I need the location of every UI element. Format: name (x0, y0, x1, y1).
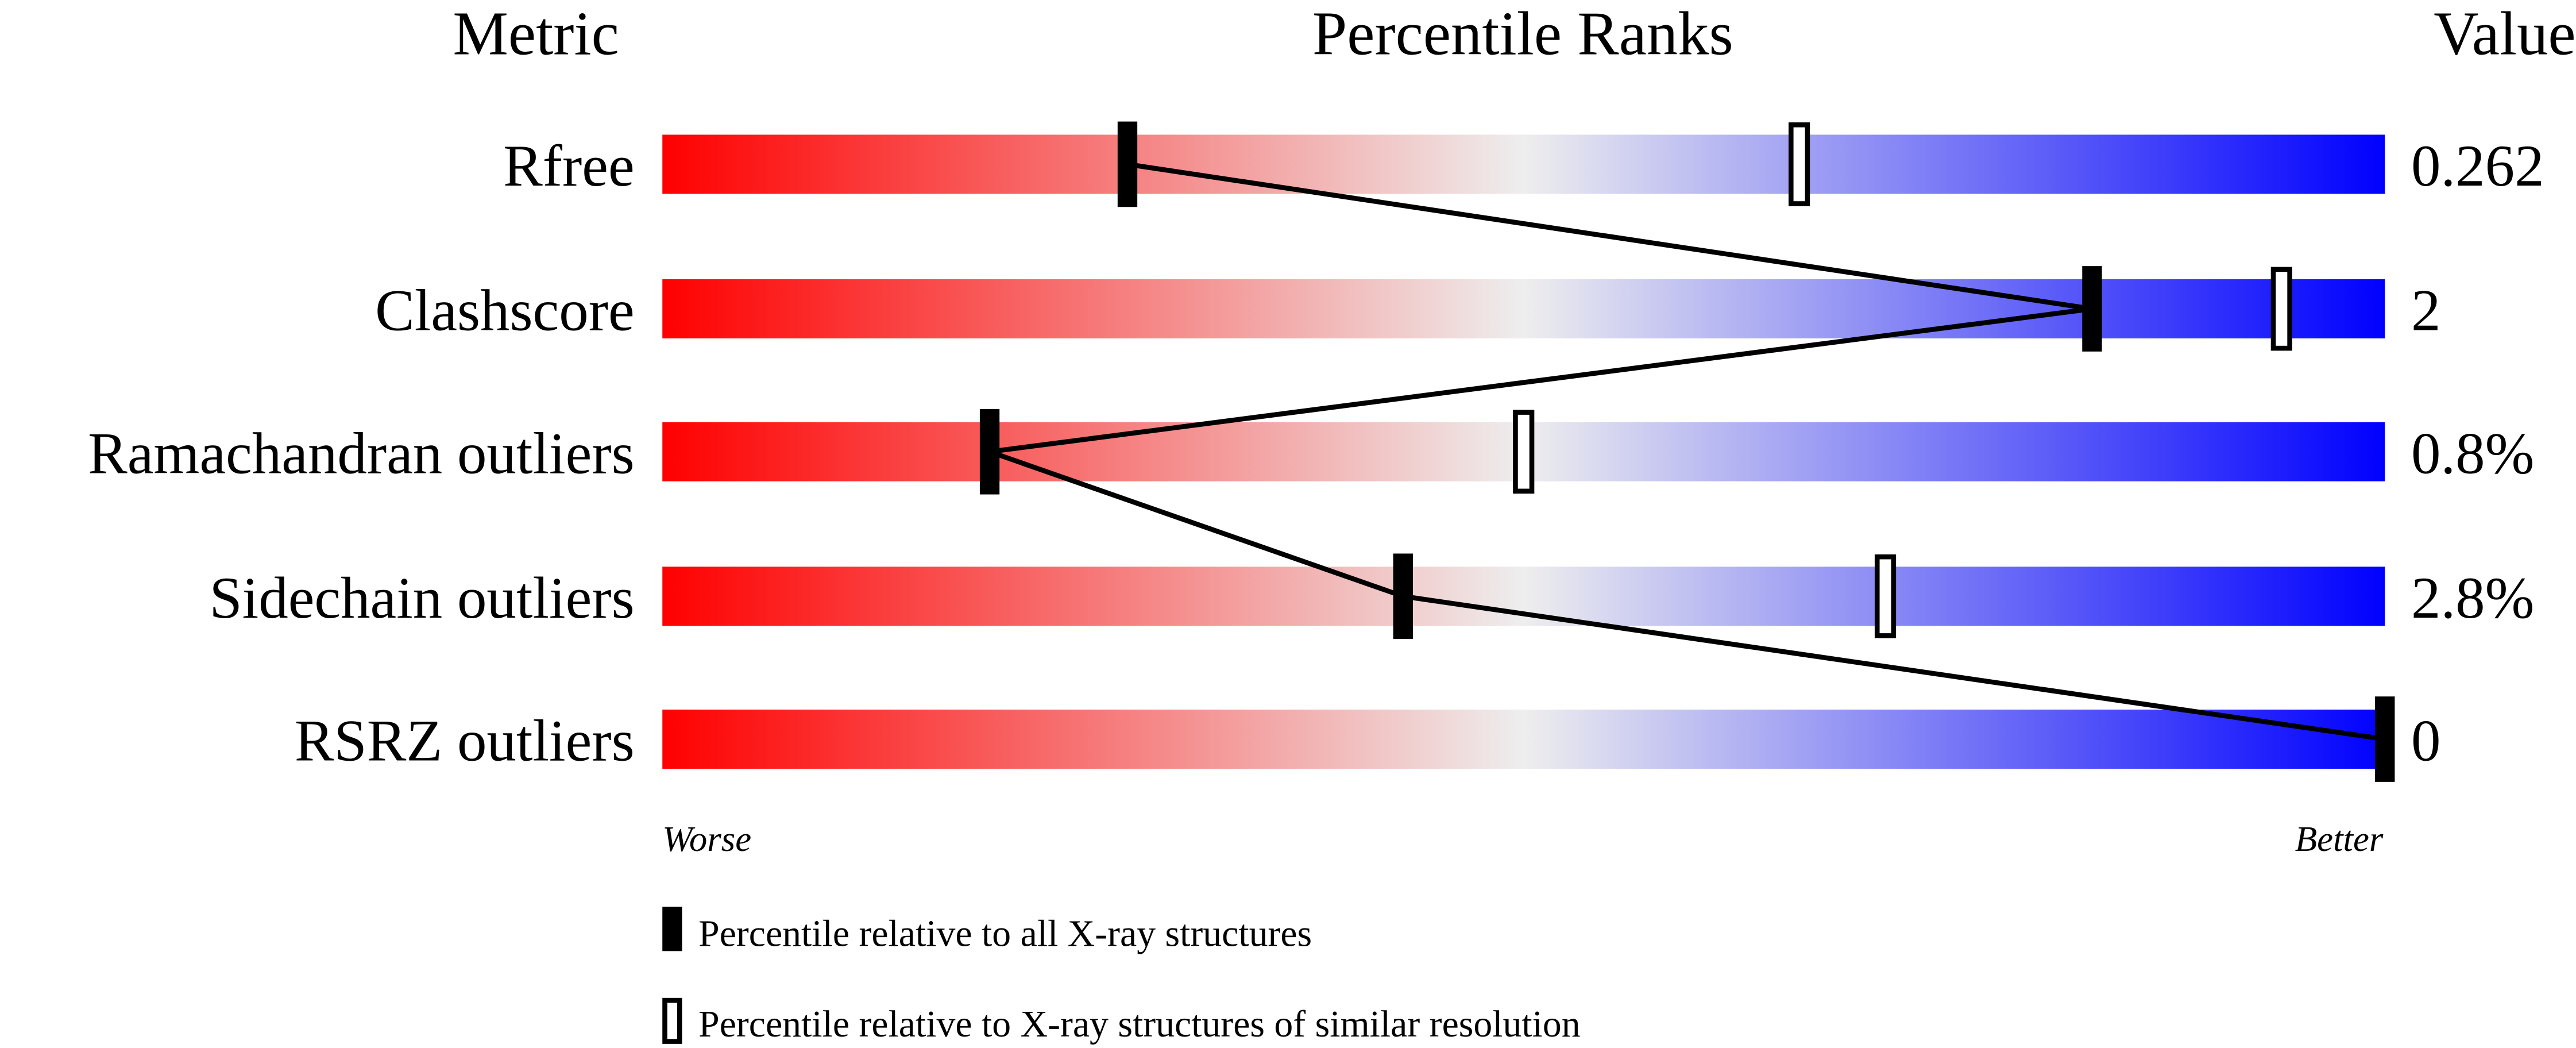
marker-all-structures (2082, 266, 2102, 352)
metric-label: RSRZ outliers (295, 708, 635, 774)
header-value: Value (2434, 0, 2575, 68)
marker-all-structures (2375, 696, 2395, 782)
percentile-bar (662, 134, 2385, 194)
marker-all-structures (979, 409, 1000, 495)
marker-similar-resolution (2270, 267, 2292, 351)
marker-similar-resolution (1874, 554, 1897, 638)
percentile-bar (662, 279, 2385, 338)
metric-value: 2 (2411, 278, 2440, 344)
axis-label-better: Better (2295, 819, 2384, 859)
metric-value: 0.8% (2411, 421, 2534, 486)
legend-label-all: Percentile relative to all X-ray structu… (698, 913, 1312, 955)
header-metric: Metric (453, 0, 619, 68)
marker-similar-resolution (1513, 410, 1535, 494)
marker-similar-resolution (1789, 122, 1810, 206)
marker-all-structures (1393, 553, 1413, 639)
percentile-bar (662, 710, 2385, 769)
percentile-bar (662, 567, 2385, 626)
metric-value: 0.262 (2411, 133, 2544, 199)
metric-value: 2.8% (2411, 565, 2534, 631)
metric-label: Sidechain outliers (209, 565, 634, 631)
marker-all-structures (1117, 121, 1138, 207)
header-percentile-ranks: Percentile Ranks (1312, 0, 1733, 68)
legend-hollow-marker (662, 997, 682, 1044)
metric-value: 0 (2411, 708, 2440, 774)
metric-label: Ramachandran outliers (88, 421, 635, 486)
legend-filled-marker (662, 907, 682, 951)
metric-label: Rfree (503, 133, 635, 199)
metric-label: Clashscore (375, 278, 635, 344)
axis-label-worse: Worse (662, 819, 751, 859)
legend-label-similar: Percentile relative to X-ray structures … (698, 1003, 1581, 1045)
